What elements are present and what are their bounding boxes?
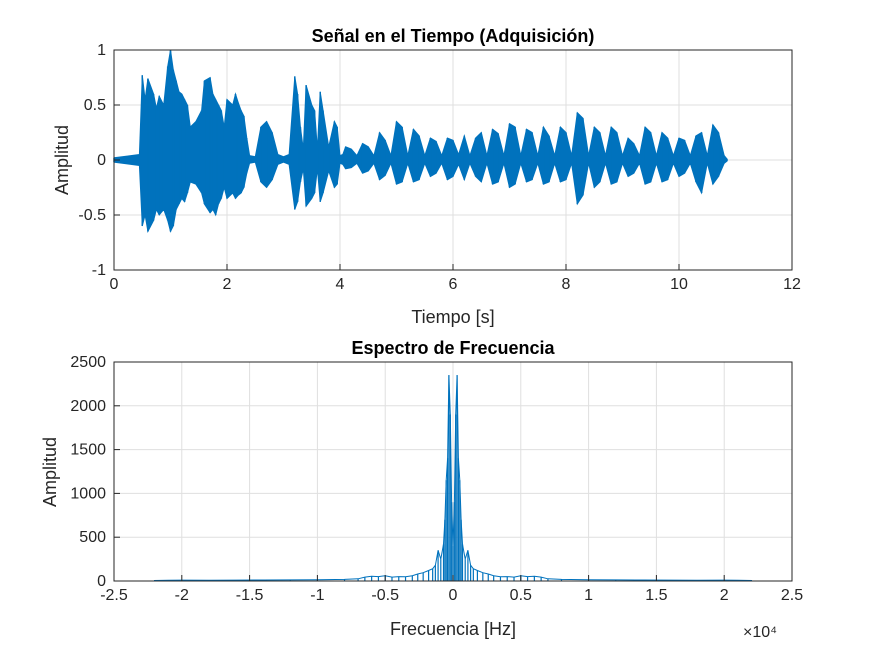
spectrum-y-ticks: 0 500 1000 1500 2000 2500 xyxy=(70,354,120,590)
x-tick-label: 4 xyxy=(336,276,345,293)
time-plot-title: Señal en el Tiempo (Adquisición) xyxy=(312,26,595,46)
x-tick-label: 12 xyxy=(783,276,801,293)
y-tick-label: 500 xyxy=(79,529,106,546)
spectrum-plot-grid xyxy=(114,362,792,581)
spectrum-plot: -2.5 -2 -1.5 -1 -0.5 0 0.5 1 1.5 2 2.5 0 500 1000 150… xyxy=(40,338,803,641)
y-tick-label: 1 xyxy=(97,42,106,59)
time-x-axis-label: Tiempo [s] xyxy=(411,307,494,327)
x-tick-label: -1 xyxy=(310,587,324,604)
x-tick-label: 1 xyxy=(584,587,593,604)
time-x-ticks: 0 2 4 6 8 10 12 xyxy=(110,264,801,293)
spectrum-x-exponent: ×10⁴ xyxy=(743,624,777,641)
x-tick-label: 0 xyxy=(449,587,458,604)
y-tick-label: 1000 xyxy=(70,485,106,502)
y-tick-label: -0.5 xyxy=(78,207,106,224)
y-tick-label: 2500 xyxy=(70,354,106,371)
y-tick-label: -1 xyxy=(92,262,106,279)
x-tick-label: 6 xyxy=(449,276,458,293)
x-tick-label: -0.5 xyxy=(371,587,399,604)
x-tick-label: -2 xyxy=(175,587,189,604)
x-tick-label: 0 xyxy=(110,276,119,293)
x-tick-label: 1.5 xyxy=(645,587,667,604)
spectrum-plot-title: Espectro de Frecuencia xyxy=(351,338,555,358)
x-tick-label: 10 xyxy=(670,276,688,293)
x-tick-label: -1.5 xyxy=(236,587,264,604)
spectrum-y-axis-label: Amplitud xyxy=(40,437,60,507)
time-signal-series xyxy=(113,49,728,234)
time-signal-plot: 0 2 4 6 8 10 12 -1 -0.5 0 0.5 1 Señal en el Tiempo… xyxy=(52,26,801,327)
y-tick-label: 0.5 xyxy=(84,97,106,114)
y-tick-label: 2000 xyxy=(70,398,106,415)
y-tick-label: 0 xyxy=(97,152,106,169)
x-tick-label: 2 xyxy=(223,276,232,293)
time-y-ticks: -1 -0.5 0 0.5 1 xyxy=(78,42,120,279)
time-y-axis-label: Amplitud xyxy=(52,125,72,195)
x-tick-label: 8 xyxy=(562,276,571,293)
y-tick-label: 0 xyxy=(97,573,106,590)
x-tick-label: 2 xyxy=(720,587,729,604)
spectrum-x-axis-label: Frecuencia [Hz] xyxy=(390,619,516,639)
spectrum-series xyxy=(153,375,753,581)
y-tick-label: 1500 xyxy=(70,442,106,459)
x-tick-label: 0.5 xyxy=(510,587,532,604)
spectrum-x-ticks: -2.5 -2 -1.5 -1 -0.5 0 0.5 1 1.5 2 2.5 xyxy=(100,575,803,604)
x-tick-label: -2.5 xyxy=(100,587,128,604)
x-tick-label: 2.5 xyxy=(781,587,803,604)
